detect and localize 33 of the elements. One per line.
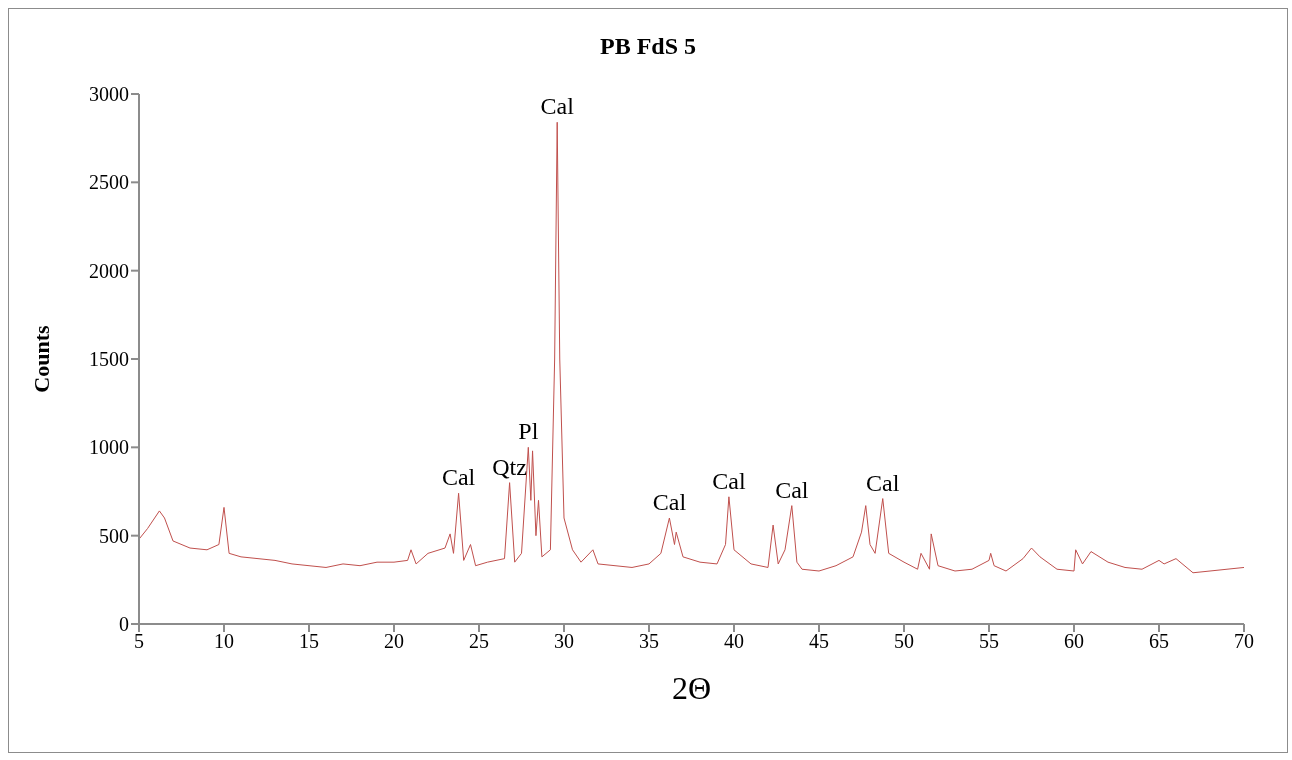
y-tick-label: 2500 [89, 171, 129, 194]
annotation: Cal [866, 469, 900, 496]
x-tick-label: 5 [134, 630, 144, 653]
chart-title: PB FdS 5 [599, 32, 697, 61]
y-tick-label: 2000 [89, 259, 129, 282]
annotation: Cal [712, 467, 746, 494]
annotation: Pl [518, 418, 539, 445]
x-tick-label: 35 [639, 630, 659, 653]
annotation: Cal [540, 93, 575, 120]
x-tick-label: 10 [214, 630, 234, 653]
annotation: Qtz [492, 453, 527, 480]
annotation: Cal [775, 476, 809, 503]
line-series [139, 121, 1244, 574]
y-tick-label: 500 [99, 524, 129, 547]
x-tick-label: 55 [979, 630, 999, 653]
x-tick-label: 65 [1149, 630, 1169, 653]
x-tick-label: 40 [724, 630, 744, 653]
x-tick-label: 45 [809, 630, 829, 653]
y-tick-label: 0 [119, 613, 129, 636]
x-tick-label: 15 [299, 630, 319, 653]
x-tick-label: 50 [894, 630, 914, 653]
x-tick-label: 60 [1064, 630, 1084, 653]
annotation: Cal [441, 464, 476, 491]
annotation: Cal [652, 489, 687, 515]
x-tick-label: 30 [554, 630, 574, 653]
y-tick-label: 1000 [89, 436, 129, 459]
y-tick-label: 1500 [89, 348, 129, 371]
y-axis-title: Counts [28, 324, 54, 393]
y-tick-label: 3000 [89, 83, 129, 106]
x-tick-label: 25 [469, 630, 489, 653]
x-tick-label: 20 [384, 630, 404, 653]
x-tick-label: 70 [1234, 630, 1254, 653]
x-axis-title: 2Θ [671, 670, 712, 706]
